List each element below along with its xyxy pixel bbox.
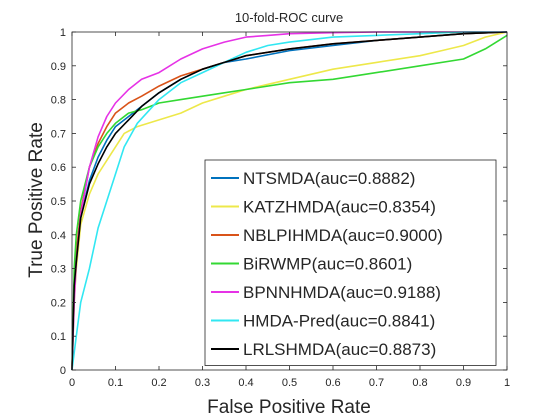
legend-entry-4: BiRWMP(auc=0.8601) [243,255,412,274]
x-tick-label: 0.9 [456,377,471,389]
x-tick-label: 0.1 [108,377,123,389]
legend: NTSMDA(auc=0.8882) KATZHMDA(auc=0.8354) NB… [204,159,497,366]
series-line-7 [71,31,508,371]
x-tick-label: 0.6 [325,377,340,389]
y-tick-label: 0.8 [51,95,66,107]
x-tick-label: 0.5 [282,377,297,389]
x-tick-label: 0.3 [195,377,210,389]
y-tick-label: 0.3 [51,264,66,276]
series-line-6 [71,31,507,371]
x-tick-label: 0.7 [369,377,384,389]
x-tick-label: 0 [69,377,75,389]
y-tick-label: 0.4 [51,230,66,242]
y-tick-label: 0.5 [51,196,66,208]
series-layer [71,31,508,371]
legend-box [204,159,497,366]
tick-labels: 0 0.1 0.2 0.3 0.4 0.5 0.6 0.7 0.8 0.9 1 0 0.1 0.2 0.3 0… [51,27,510,389]
y-tick-label: 0.9 [51,61,66,73]
legend-entry-7: LRLSHMDA(auc=0.8873) [243,340,436,359]
series-line-4 [71,34,508,371]
y-tick-label: 0 [60,365,66,377]
legend-entry-5: BPNNHMDA(auc=0.9188) [243,283,441,302]
series-line-2 [71,31,508,371]
legend-entry-3: NBLPIHMDA(auc=0.9000) [243,226,443,245]
y-tick-label: 0.6 [51,162,66,174]
axes-layer [71,31,508,371]
x-tick-label: 0.8 [412,377,427,389]
y-tick-label: 1 [60,27,66,39]
x-tick-label: 1 [504,377,510,389]
legend-entry-2: KATZHMDA(auc=0.8354) [243,198,436,217]
x-axis-label: False Positive Rate [207,397,371,418]
x-tick-label: 0.2 [151,377,166,389]
y-tick-label: 0.7 [51,128,66,140]
x-tick-label: 0.4 [238,377,253,389]
y-axis-label: True Positive Rate [26,122,47,278]
y-tick-label: 0.2 [51,297,66,309]
legend-entry-6: HMDA-Pred(auc=0.8841) [243,312,435,331]
y-tick-label: 0.1 [51,331,66,343]
chart-title: 10-fold-ROC curve [235,10,343,25]
legend-entry-1: NTSMDA(auc=0.8882) [243,169,415,188]
